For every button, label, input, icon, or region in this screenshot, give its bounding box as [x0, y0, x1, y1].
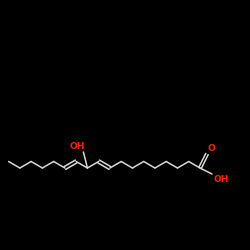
Text: O: O	[208, 144, 216, 153]
Text: OH: OH	[70, 142, 85, 151]
Text: OH: OH	[213, 175, 228, 184]
